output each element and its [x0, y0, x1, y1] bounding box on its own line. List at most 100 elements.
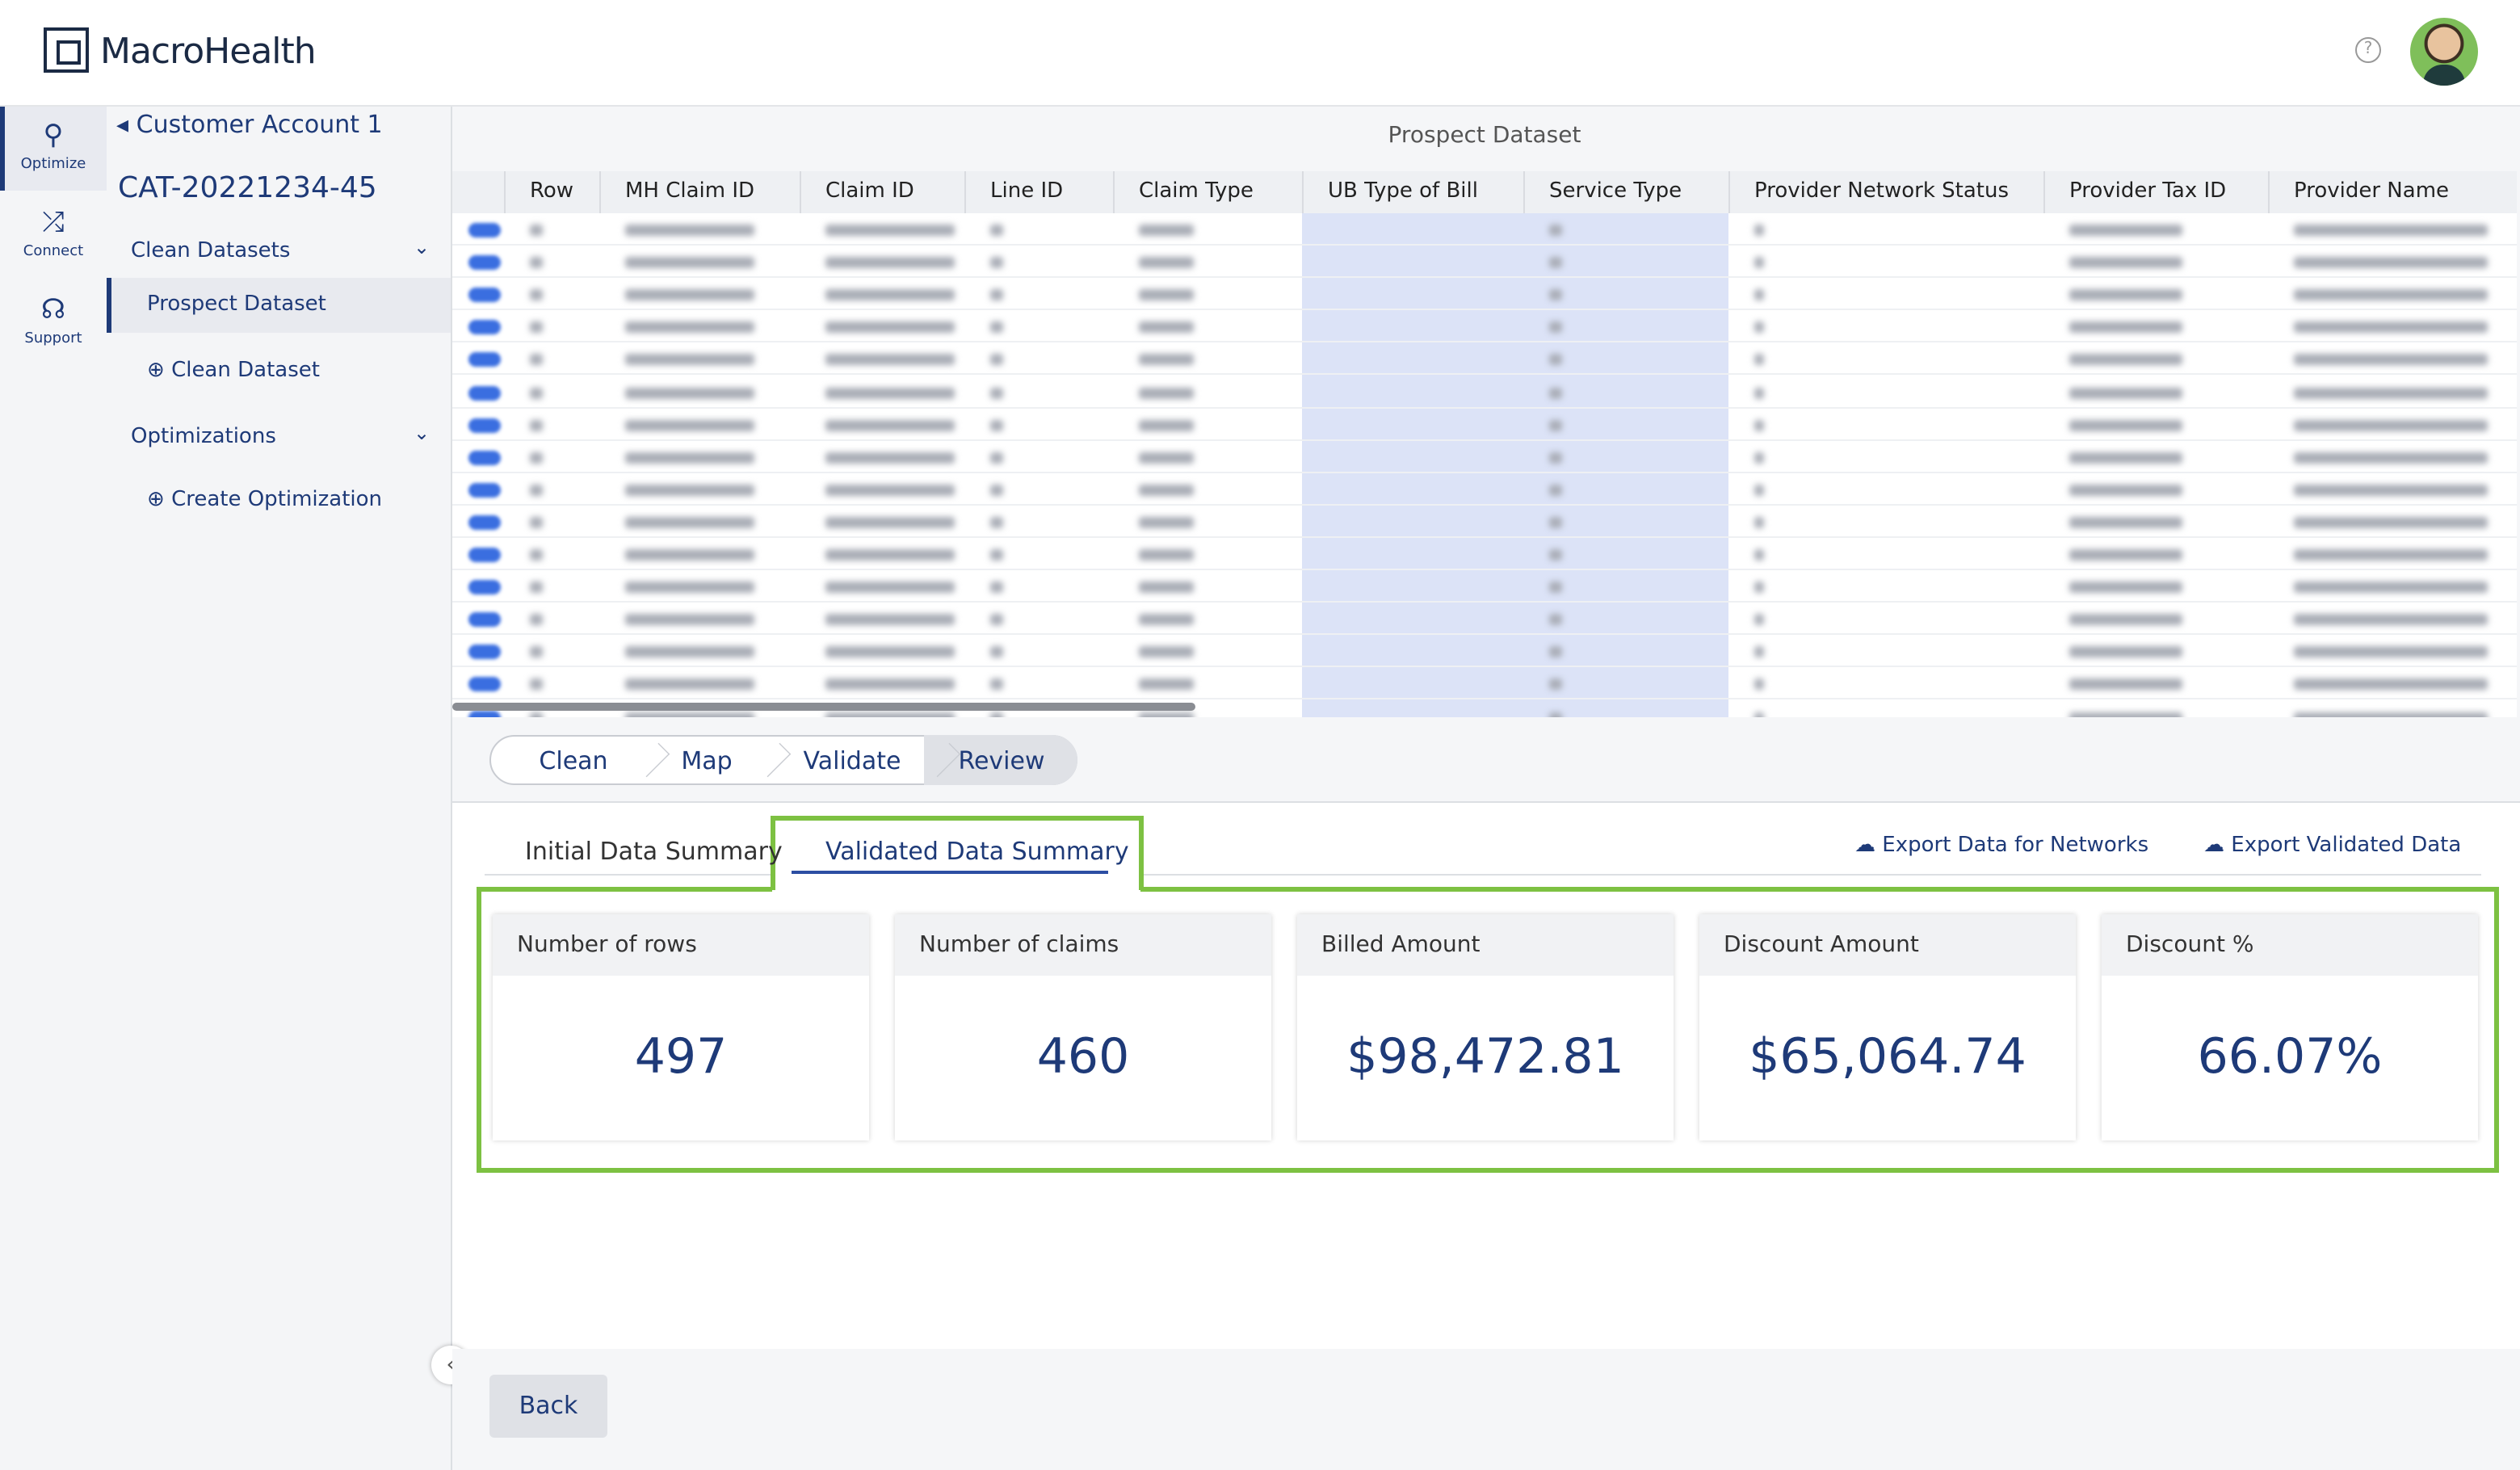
blurred-cell: [2069, 354, 2182, 366]
column-header[interactable]: Claim ID: [825, 179, 914, 204]
tab-active[interactable]: Validated Data Summary: [825, 837, 1129, 866]
step[interactable]: Map: [681, 746, 733, 775]
blurred-cell: [2294, 549, 2488, 561]
highlight-top: [1140, 887, 2499, 892]
export-link[interactable]: ☁ Export Validated Data: [2203, 834, 2462, 858]
column-header[interactable]: UB Type of Bill: [1328, 179, 1478, 204]
blurred-cell: [1549, 387, 1562, 398]
blurred-cell: [990, 419, 1003, 431]
column-header[interactable]: Row: [530, 179, 574, 204]
blurred-cell: [625, 712, 754, 717]
add-link-text[interactable]: Create Optimization: [171, 488, 383, 512]
blurred-cell: [1754, 646, 1764, 658]
blurred-cell: [625, 614, 754, 626]
blurred-cell: [1549, 419, 1562, 431]
row-pill[interactable]: [468, 580, 501, 595]
chevron[interactable]: ⌄: [414, 422, 430, 444]
add-link[interactable]: ⊕ Clean Dataset: [147, 359, 320, 383]
blurred-cell: [1139, 614, 1194, 626]
blurred-cell: [2294, 354, 2488, 366]
export-text[interactable]: Export Validated Data: [2231, 834, 2462, 858]
blurred-cell: [2069, 452, 2182, 464]
blurred-cell: [2294, 387, 2488, 398]
row-pill[interactable]: [468, 645, 501, 660]
blurred-cell: [1754, 225, 1764, 236]
step[interactable]: Clean: [539, 746, 608, 775]
step[interactable]: Review: [958, 746, 1045, 775]
column-header: [964, 171, 966, 213]
blurred-cell: [2069, 484, 2182, 496]
nav-icon[interactable]: ⤮: [42, 207, 65, 239]
blurred-cell: [990, 225, 1003, 236]
back-link[interactable]: ◂ Customer Account 1: [116, 110, 383, 139]
blurred-cell: [825, 549, 955, 561]
row-pill[interactable]: [468, 710, 501, 717]
row-pill[interactable]: [468, 320, 501, 335]
top-bar: [0, 0, 2520, 107]
blurred-cell: [2069, 678, 2182, 691]
blurred-cell: [1139, 419, 1194, 431]
add-link-text[interactable]: Clean Dataset: [171, 359, 320, 383]
nav-icon[interactable]: ☊: [40, 294, 66, 326]
highlight-top: [477, 887, 772, 892]
column-header[interactable]: Provider Network Status: [1754, 179, 2009, 204]
row-pill[interactable]: [468, 677, 501, 692]
row-pill[interactable]: [468, 255, 501, 271]
column-header[interactable]: Claim Type: [1139, 179, 1254, 204]
export-text[interactable]: Export Data for Networks: [1882, 834, 2149, 858]
row-pill[interactable]: [468, 385, 501, 400]
column-header[interactable]: Service Type: [1549, 179, 1682, 204]
nav-label[interactable]: Optimize: [20, 157, 86, 173]
blurred-cell: [625, 484, 754, 496]
export-link[interactable]: ☁ Export Data for Networks: [1854, 834, 2149, 858]
column-header: [1728, 171, 1730, 213]
blurred-cell: [1754, 321, 1764, 334]
row-pill[interactable]: [468, 514, 501, 530]
blurred-cell: [1549, 257, 1562, 269]
blurred-cell: [2294, 614, 2488, 626]
nav-label[interactable]: Connect: [23, 244, 84, 260]
row-line: [452, 309, 2517, 311]
column-header[interactable]: Provider Tax ID: [2069, 179, 2227, 204]
card-label: Discount Amount: [1699, 914, 2076, 976]
avatar[interactable]: [2410, 18, 2478, 86]
tab[interactable]: Initial Data Summary: [525, 837, 783, 866]
sidebar-item[interactable]: Prospect Dataset: [147, 292, 326, 317]
row-pill[interactable]: [468, 612, 501, 628]
row-pill[interactable]: [468, 352, 501, 368]
blurred-cell: [990, 452, 1003, 464]
nav-label[interactable]: Support: [24, 331, 82, 347]
back-link-text[interactable]: Customer Account 1: [136, 110, 383, 139]
blurred-cell: [625, 321, 754, 334]
chevron[interactable]: ⌄: [414, 236, 430, 258]
card-value: $98,472.81: [1346, 1029, 1624, 1086]
blurred-cell: [2294, 419, 2488, 431]
blurred-cell: [530, 646, 543, 658]
row-pill[interactable]: [468, 418, 501, 433]
sidebar-active[interactable]: [107, 278, 451, 333]
row-pill[interactable]: [468, 288, 501, 303]
blurred-cell: [530, 712, 543, 717]
help-icon[interactable]: ?: [2355, 37, 2381, 63]
scrollbar[interactable]: [452, 703, 1195, 711]
blurred-cell: [2069, 419, 2182, 431]
column-header[interactable]: MH Claim ID: [625, 179, 755, 204]
blurred-cell: [825, 712, 955, 717]
section-title[interactable]: Clean Datasets: [131, 239, 291, 263]
row-pill[interactable]: [468, 548, 501, 562]
back-button[interactable]: Back: [489, 1375, 607, 1438]
row-pill[interactable]: [468, 223, 501, 237]
column-header[interactable]: Provider Name: [2294, 179, 2450, 204]
blurred-cell: [825, 419, 955, 431]
column-header[interactable]: Line ID: [990, 179, 1064, 204]
blurred-cell: [530, 516, 543, 528]
blurred-cell: [1139, 452, 1194, 464]
add-link[interactable]: ⊕ Create Optimization: [147, 488, 383, 512]
tab-underline: [792, 871, 1108, 874]
row-pill[interactable]: [468, 450, 501, 465]
nav-icon[interactable]: ⚲: [43, 120, 64, 152]
row-pill[interactable]: [468, 482, 501, 498]
section-title[interactable]: Optimizations: [131, 425, 276, 449]
step[interactable]: Validate: [803, 746, 901, 775]
blurred-cell: [530, 678, 543, 691]
